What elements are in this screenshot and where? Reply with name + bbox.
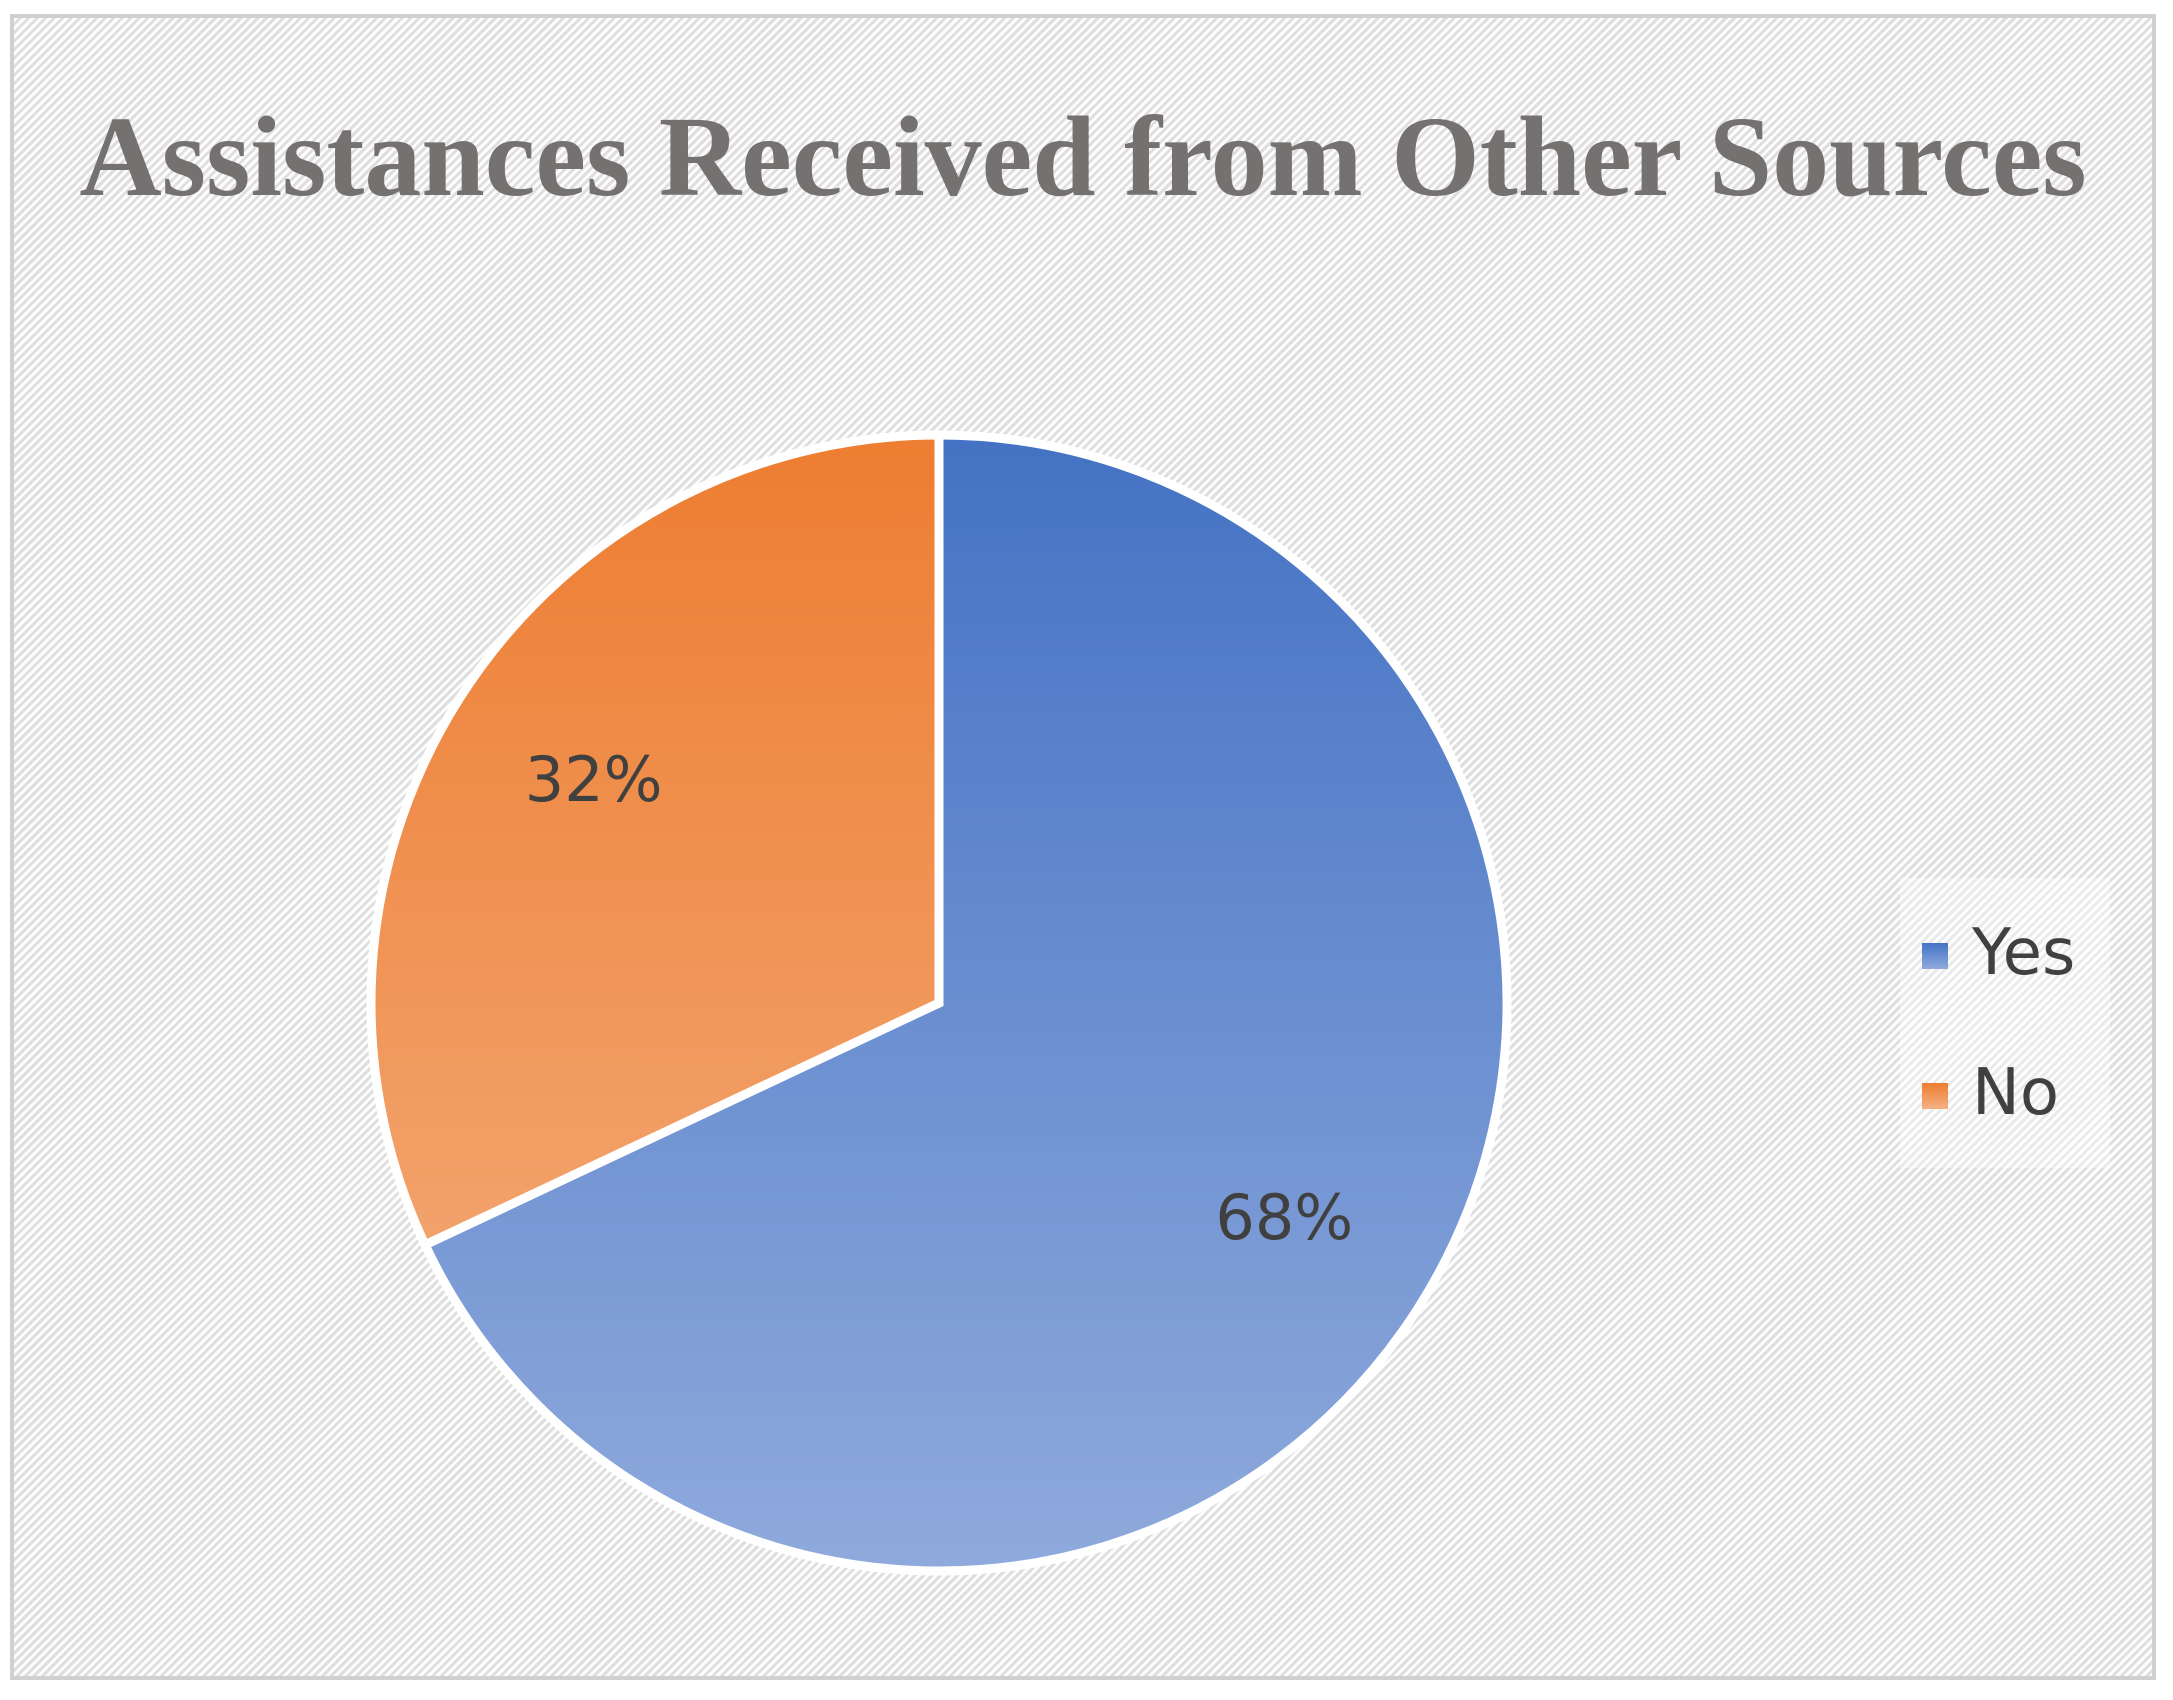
pie-slice-no [366, 430, 944, 1251]
legend-swatch-yes [1922, 943, 1948, 969]
legend: Yes No [1900, 878, 2110, 1168]
pie-slice-yes [419, 430, 1512, 1576]
chart-frame: Assistances Received from Other Sources … [10, 14, 2156, 1680]
data-label-yes: 68% [1215, 1181, 1353, 1254]
legend-label-yes: Yes [1972, 916, 2076, 990]
legend-swatch-no [1922, 1083, 1948, 1109]
pie-chart: 68% 32% [366, 430, 1512, 1576]
data-label-no: 32% [525, 743, 663, 816]
legend-label-no: No [1972, 1056, 2060, 1130]
chart-title: Assistances Received from Other Sources [79, 93, 2087, 220]
